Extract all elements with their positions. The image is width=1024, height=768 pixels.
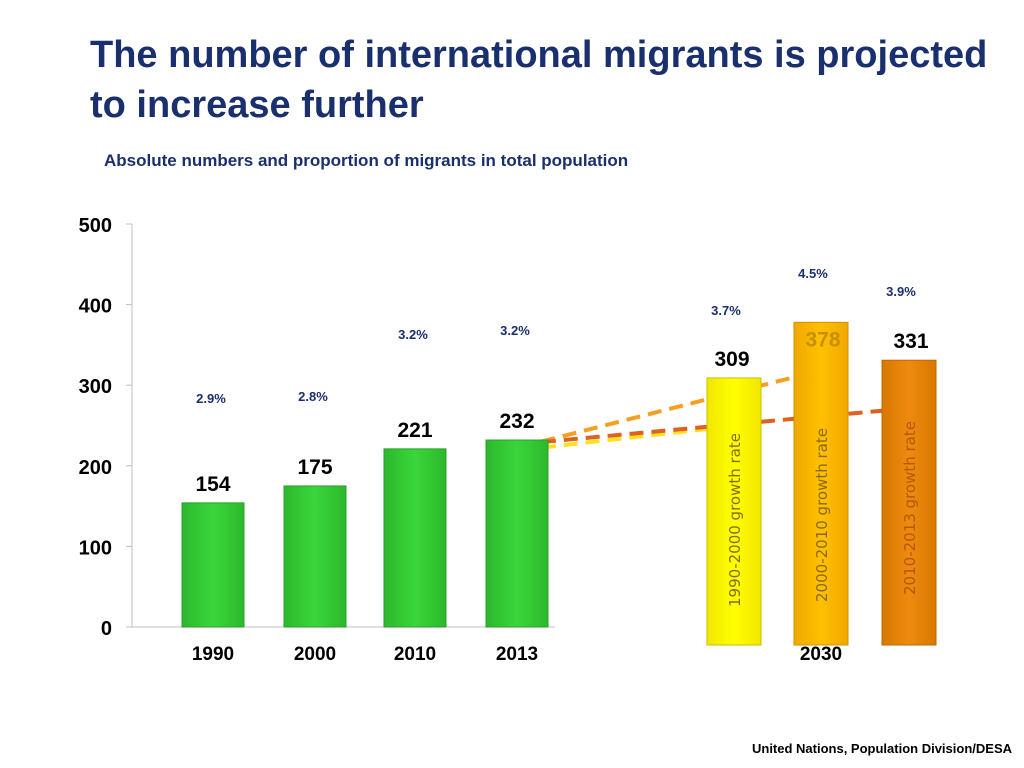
projection-value-2: 378 bbox=[805, 328, 840, 351]
bar-value-1990: 154 bbox=[195, 473, 230, 496]
labels: 154 1990 175 2000 221 2010 232 2013 2.9% 2.8% 3.2%… bbox=[192, 266, 929, 665]
y-axis: 0 100 200 300 400 500 bbox=[79, 215, 555, 640]
projection-label-2: 2000-2010 growth rate bbox=[813, 428, 831, 602]
share-label-2010: 3.2% bbox=[398, 327, 428, 342]
category-label-2030: 2030 bbox=[800, 644, 842, 665]
bar-value-2010: 221 bbox=[397, 419, 432, 442]
source-note: United Nations, Population Division/DESA bbox=[751, 741, 1012, 756]
bar-value-2013: 232 bbox=[499, 410, 534, 433]
share-label-2000: 2.8% bbox=[298, 389, 328, 404]
projection-label-1: 1990-2000 growth rate bbox=[726, 433, 744, 607]
bar-2010 bbox=[383, 448, 447, 628]
y-tick-label: 200 bbox=[79, 457, 112, 479]
y-tick-label: 300 bbox=[79, 376, 112, 398]
chart-subtitle: Absolute numbers and proportion of migra… bbox=[104, 151, 629, 170]
projection-bar-2 bbox=[793, 321, 849, 646]
projection-share-3: 3.9% bbox=[886, 284, 916, 299]
projection-share-1: 3.7% bbox=[711, 303, 741, 318]
y-tick-label: 0 bbox=[101, 618, 112, 640]
growth-line-2 bbox=[519, 368, 822, 449]
category-label-2010: 2010 bbox=[394, 644, 436, 665]
share-label-1990: 2.9% bbox=[196, 391, 226, 406]
category-label-1990: 1990 bbox=[192, 644, 234, 665]
share-label-2013: 3.2% bbox=[500, 323, 530, 338]
growth-lines bbox=[519, 368, 910, 452]
growth-line-1 bbox=[519, 423, 735, 452]
y-tick-label: 500 bbox=[79, 215, 112, 237]
projection-label-3: 2010-2013 growth rate bbox=[901, 421, 919, 595]
slide-title: The number of international migrants is … bbox=[90, 34, 988, 126]
bar-value-2000: 175 bbox=[297, 456, 332, 479]
y-tick-label: 400 bbox=[79, 296, 112, 318]
projection-value-1: 309 bbox=[714, 348, 749, 371]
y-tick-label: 100 bbox=[79, 537, 112, 559]
projection-bar-1 bbox=[706, 377, 762, 646]
bar-1990 bbox=[181, 502, 245, 628]
projection-share-2: 4.5% bbox=[798, 266, 828, 281]
category-label-2000: 2000 bbox=[294, 644, 336, 665]
projection-value-3: 331 bbox=[893, 330, 928, 353]
category-label-2013: 2013 bbox=[496, 644, 538, 665]
bars bbox=[181, 321, 937, 646]
bar-2000 bbox=[283, 485, 347, 628]
projection-bar-3 bbox=[881, 359, 937, 646]
bar-2013 bbox=[485, 439, 549, 628]
